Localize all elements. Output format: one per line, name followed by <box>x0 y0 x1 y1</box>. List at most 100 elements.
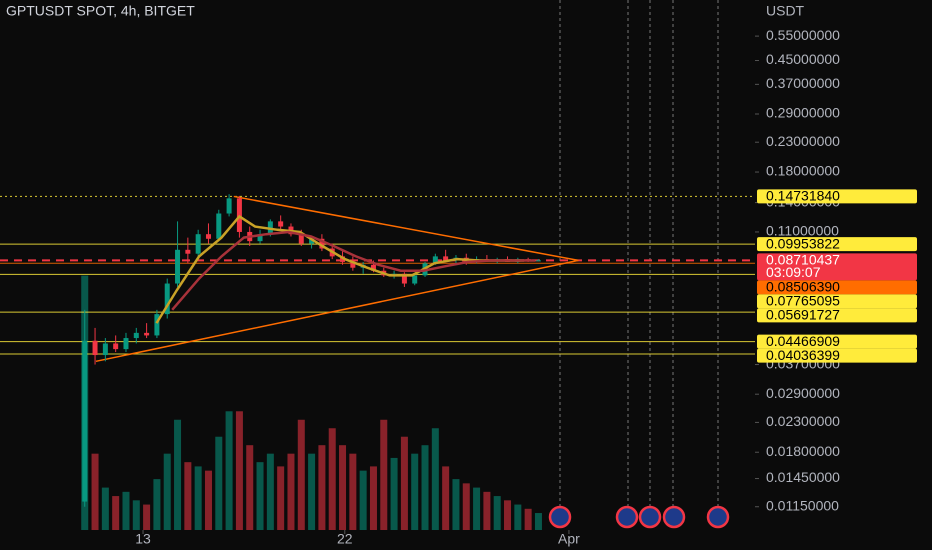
y-tick-label: 0.01450000 <box>766 469 840 485</box>
volume-bar <box>483 491 491 530</box>
y-tick-label: 0.18000000 <box>766 163 840 179</box>
volume-bar <box>328 428 336 530</box>
volume-bar <box>287 453 295 530</box>
volume-bar <box>132 500 140 530</box>
price-label-box <box>757 334 917 349</box>
candle-body <box>401 273 407 284</box>
volume-bar <box>235 411 243 530</box>
volume-bar <box>442 466 450 530</box>
volume-bar <box>473 487 481 530</box>
y-tick-label: 0.55000000 <box>766 27 840 43</box>
price-label-box <box>757 348 917 363</box>
x-tick-label: 13 <box>135 531 151 547</box>
candle-body <box>113 343 119 350</box>
candle-body <box>216 213 222 239</box>
volume-bar <box>297 419 305 530</box>
volume-bar <box>318 445 326 530</box>
candle-body <box>443 256 449 261</box>
countdown: 03:09:07 <box>766 264 821 280</box>
candle-body <box>133 332 139 339</box>
volume-bar <box>514 504 522 530</box>
event-flag[interactable] <box>638 505 662 529</box>
price-label-box <box>757 253 917 281</box>
moving-average <box>171 230 536 311</box>
volume-bar <box>369 466 377 530</box>
price-label: 0.05691727 <box>766 307 840 323</box>
volume-bar <box>122 491 130 530</box>
volume-bar <box>91 453 99 530</box>
currency-label: USDT <box>766 3 805 19</box>
volume-bar <box>266 453 274 530</box>
price-label-box <box>757 294 917 309</box>
volume-bar <box>204 470 212 530</box>
volume-bar <box>380 419 388 530</box>
volume-bar <box>452 479 460 530</box>
trendline <box>95 259 579 363</box>
candle-body <box>123 338 129 350</box>
y-tick-label: 0.37000000 <box>766 75 840 91</box>
volume-bar <box>174 419 182 530</box>
volume-bar <box>390 457 398 530</box>
price-label-box <box>757 189 917 204</box>
volume-bar <box>101 487 109 530</box>
volume-bar <box>421 445 429 530</box>
price-label: 0.14731840 <box>766 188 840 204</box>
volume-bar <box>462 483 470 530</box>
y-tick-label: 0.23000000 <box>766 133 840 149</box>
candle-body <box>185 249 191 254</box>
volume-bar <box>411 453 419 530</box>
candle-body <box>309 238 315 244</box>
chart-title: GPTUSDT SPOT, 4h, BITGET <box>6 3 195 19</box>
candle-body <box>144 332 150 336</box>
volume-bar <box>225 411 233 530</box>
candle-body <box>92 340 98 356</box>
volume-bar <box>194 466 202 530</box>
price-label-box <box>757 308 917 323</box>
volume-bar <box>524 508 532 530</box>
y-tick-label: 0.11000000 <box>766 223 839 239</box>
volume-bar <box>277 466 285 530</box>
event-flag[interactable] <box>662 505 686 529</box>
volume-bar <box>349 453 357 530</box>
candle-body <box>102 343 108 356</box>
candle-body <box>82 340 88 502</box>
volume-bar <box>143 504 151 530</box>
event-markers <box>559 0 719 507</box>
candle-body <box>350 261 356 268</box>
volume-bar <box>534 513 542 530</box>
candle-body <box>298 234 304 244</box>
event-flag[interactable] <box>615 505 639 529</box>
volume-bar <box>493 496 501 530</box>
price-label-box <box>757 280 917 295</box>
x-tick-label: Apr <box>558 531 580 547</box>
y-tick-label: 0.02300000 <box>766 413 840 429</box>
y-tick-label: 0.02900000 <box>766 385 840 401</box>
price-label-box <box>757 237 917 252</box>
price-label: 0.07765095 <box>766 293 840 309</box>
volume-bar <box>339 445 347 530</box>
candle-body <box>278 221 284 227</box>
candle-body <box>175 249 181 284</box>
volume-bar <box>184 462 192 530</box>
volume-bar <box>256 462 264 530</box>
plot <box>0 194 755 530</box>
volume-bar <box>153 479 161 530</box>
candle-body <box>205 234 211 239</box>
volume-bar <box>400 436 408 530</box>
price-label: 0.08710437 <box>766 252 840 268</box>
volume-bar <box>163 453 171 530</box>
y-tick-label: 0.45000000 <box>766 51 840 67</box>
event-flag[interactable] <box>548 505 572 529</box>
price-label: 0.08506390 <box>766 279 840 295</box>
moving-average <box>155 214 525 324</box>
volume-bar <box>215 436 223 530</box>
candle-body <box>370 264 376 271</box>
price-label: 0.04466909 <box>766 333 840 349</box>
volume-bar <box>504 500 512 530</box>
volume-bar <box>246 445 254 530</box>
volume-bar <box>359 470 367 530</box>
volume-bar <box>112 496 120 530</box>
event-flag[interactable] <box>706 505 730 529</box>
candle-body <box>226 198 232 214</box>
